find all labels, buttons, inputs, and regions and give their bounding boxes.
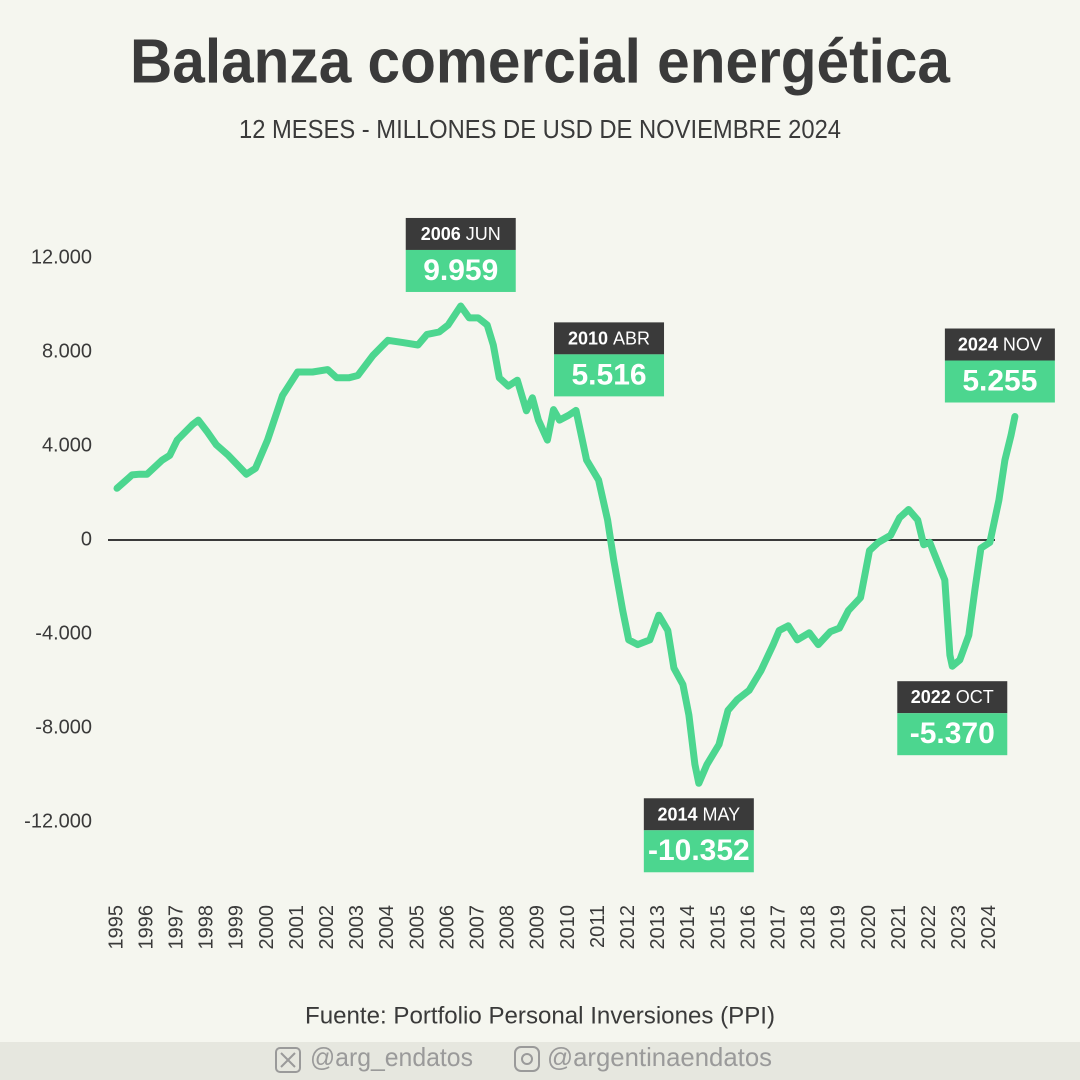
x-tick-label: 2016 [737, 905, 759, 950]
callout-date: 2006 JUN [421, 224, 501, 244]
callout-value: -5.370 [910, 717, 995, 750]
callout: 2014 MAY -10.352 [643, 798, 754, 873]
y-tick-label: -12.000 [24, 810, 92, 832]
x-tick-label: 2015 [707, 905, 729, 950]
x-tick-label: 2009 [527, 905, 549, 950]
callout-value-box [944, 360, 1055, 403]
x-tick-label: 2018 [798, 905, 820, 950]
x-tick-label: 2020 [858, 905, 880, 950]
callout-date: 2014 MAY [657, 804, 740, 824]
x-tick-label: 2013 [647, 905, 669, 950]
x-tick-label: 2023 [948, 905, 970, 950]
callout-month: OCT [956, 687, 994, 707]
x-tick-label: 1997 [165, 905, 187, 950]
callout-value: 9.959 [423, 254, 498, 287]
y-tick-label: 12.000 [31, 246, 92, 268]
x-tick-label: 1998 [196, 905, 218, 950]
x-tick-label: 2011 [587, 905, 609, 948]
callout: 2022 OCT -5.370 [897, 681, 1008, 756]
callout-month: NOV [1003, 334, 1042, 354]
twitter-handle: @arg_endatos [310, 1042, 473, 1072]
x-tick-label: 2024 [978, 905, 1000, 950]
source: Fuente: Portfolio Personal Inversiones (… [305, 1002, 775, 1029]
instagram-handle: @argentinaendatos [547, 1042, 772, 1072]
callout-date: 2022 OCT [911, 687, 994, 707]
callout-year: 2024 [958, 334, 998, 354]
callout-value: 5.255 [962, 364, 1037, 397]
x-tick-label: 2022 [918, 905, 940, 950]
x-tick-label: 2021 [888, 905, 910, 950]
y-tick-label: 8.000 [42, 340, 92, 362]
callout-month: MAY [703, 804, 741, 824]
x-tick-label: 2005 [406, 905, 428, 950]
x-tick-label: 1999 [226, 905, 248, 950]
x-tick-label: 2010 [557, 905, 579, 950]
callout-date: 2010 ABR [568, 328, 650, 348]
x-tick-label: 1996 [135, 905, 157, 950]
chart-subtitle: 12 MESES - MILLONES DE USD DE NOVIEMBRE … [239, 114, 841, 144]
callout-year: 2006 [421, 224, 461, 244]
callout-value-box [554, 354, 665, 397]
x-tick-label: 2019 [828, 905, 850, 950]
x-tick-label: 2008 [497, 905, 519, 950]
y-tick-label: 0 [81, 528, 92, 550]
x-tick-label: 1995 [105, 905, 127, 950]
x-tick-label: 2002 [316, 905, 338, 950]
chart-title: Balanza comercial energética [130, 27, 950, 96]
callout-value: 5.516 [571, 358, 646, 391]
y-tick-label: -8.000 [35, 716, 92, 738]
callout-value-box [405, 249, 516, 292]
twitter-icon [275, 1047, 301, 1073]
callout-year: 2014 [657, 804, 697, 824]
x-tick-label: 2004 [376, 905, 398, 950]
callout-year: 2022 [911, 687, 951, 707]
callout: 2024 NOV 5.255 [944, 328, 1055, 403]
data-line [113, 302, 1019, 787]
callout: 2010 ABR 5.516 [554, 322, 665, 397]
callout-header [554, 322, 665, 355]
callout-year: 2010 [568, 328, 608, 348]
x-tick-label: 2001 [286, 905, 308, 950]
callout-month: ABR [613, 328, 650, 348]
callout-header [643, 798, 754, 831]
x-tick-label: 2017 [767, 905, 789, 950]
y-tick-label: 4.000 [42, 434, 92, 456]
callout-value: -10.352 [648, 834, 750, 867]
x-tick-label: 2003 [346, 905, 368, 950]
x-tick-label: 2007 [466, 905, 488, 950]
callout: 2006 JUN 9.959 [405, 217, 516, 292]
x-tick-label: 2012 [617, 905, 639, 950]
y-tick-label: -4.000 [35, 622, 92, 644]
callout-header [405, 217, 516, 250]
callout-date: 2024 NOV [958, 334, 1042, 354]
instagram-icon [514, 1046, 540, 1072]
callout-month: JUN [466, 224, 501, 244]
x-tick-label: 2006 [436, 905, 458, 950]
callout-value-box [897, 713, 1008, 756]
callout-header [944, 328, 1055, 361]
callout-value-box [643, 830, 754, 873]
callout-header [897, 681, 1008, 714]
x-tick-label: 2000 [256, 905, 278, 950]
x-tick-label: 2014 [677, 905, 699, 950]
